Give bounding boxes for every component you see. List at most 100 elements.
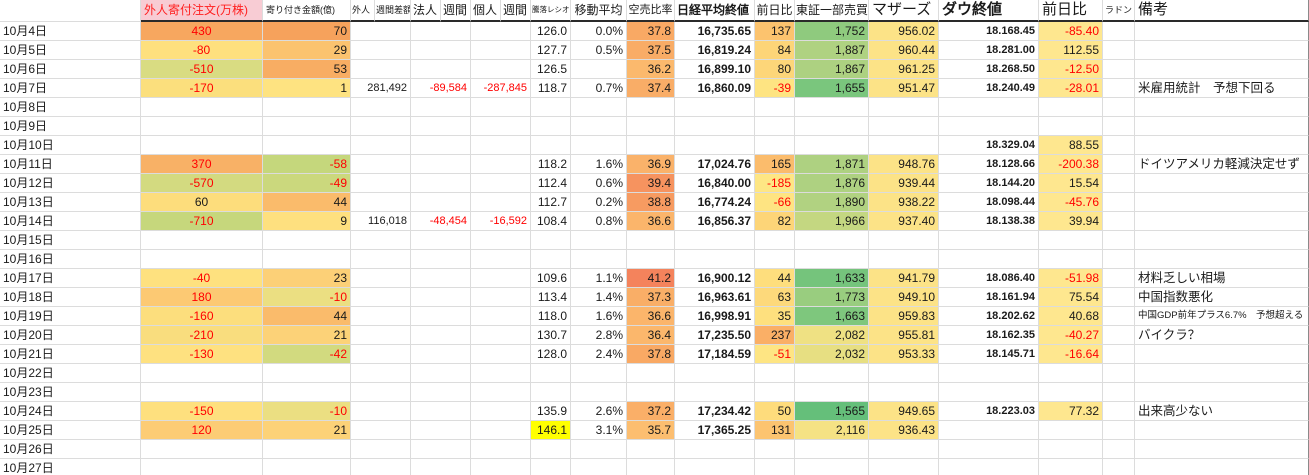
cell-weekly-foreign[interactable] <box>351 288 411 307</box>
cell-nikkei-change[interactable]: 50 <box>755 402 795 421</box>
cell-radon[interactable] <box>1103 193 1135 212</box>
cell-nikkei-close[interactable] <box>675 98 755 117</box>
cell-weekly-individual[interactable] <box>471 364 531 383</box>
cell-foreign-net[interactable] <box>141 117 263 136</box>
cell-nikkei-change[interactable] <box>755 364 795 383</box>
cell-weekly-foreign[interactable] <box>351 136 411 155</box>
cell-opening-amount[interactable]: 44 <box>263 307 351 326</box>
cell-opening-amount[interactable] <box>263 250 351 269</box>
cell-note[interactable] <box>1135 383 1309 402</box>
cell-nikkei-close[interactable]: 16,819.24 <box>675 41 755 60</box>
cell-foreign-net[interactable]: -130 <box>141 345 263 364</box>
cell-dow-change[interactable]: 77.32 <box>1039 402 1103 421</box>
cell-opening-amount[interactable] <box>263 136 351 155</box>
cell-opening-amount[interactable] <box>263 231 351 250</box>
cell-tse1-volume[interactable] <box>795 98 869 117</box>
cell-weekly-foreign[interactable] <box>351 117 411 136</box>
cell-nikkei-change[interactable]: 80 <box>755 60 795 79</box>
header-weekly-diff[interactable]: 週間差額 <box>375 0 411 22</box>
cell-foreign-net[interactable] <box>141 459 263 475</box>
cell-radon[interactable] <box>1103 459 1135 475</box>
cell-nikkei-close[interactable]: 16,998.91 <box>675 307 755 326</box>
cell-weekly-foreign[interactable] <box>351 421 411 440</box>
cell-dow-change[interactable]: 75.54 <box>1039 288 1103 307</box>
cell-weekly-individual[interactable] <box>471 440 531 459</box>
cell-weekly-corp[interactable] <box>411 288 471 307</box>
cell-note[interactable] <box>1135 136 1309 155</box>
cell-radon[interactable] <box>1103 402 1135 421</box>
cell-weekly-corp[interactable] <box>411 383 471 402</box>
cell-mothers[interactable] <box>869 459 939 475</box>
cell-date[interactable]: 10月22日 <box>0 364 141 383</box>
cell-nikkei-close[interactable]: 16,774.24 <box>675 193 755 212</box>
cell-moving-average[interactable] <box>571 440 627 459</box>
cell-weekly-corp[interactable] <box>411 98 471 117</box>
cell-note[interactable] <box>1135 193 1309 212</box>
cell-date[interactable]: 10月4日 <box>0 22 141 41</box>
cell-dow-close[interactable] <box>939 231 1039 250</box>
cell-opening-amount[interactable] <box>263 440 351 459</box>
cell-weekly-corp[interactable] <box>411 459 471 475</box>
cell-moving-average[interactable]: 2.8% <box>571 326 627 345</box>
cell-mothers[interactable] <box>869 440 939 459</box>
cell-weekly-corp[interactable] <box>411 41 471 60</box>
cell-nikkei-close[interactable]: 17,365.25 <box>675 421 755 440</box>
cell-weekly-foreign[interactable] <box>351 345 411 364</box>
cell-foreign-net[interactable]: 60 <box>141 193 263 212</box>
cell-tse1-volume[interactable]: 1,752 <box>795 22 869 41</box>
cell-nikkei-close[interactable]: 17,184.59 <box>675 345 755 364</box>
cell-foreign-net[interactable]: -80 <box>141 41 263 60</box>
cell-dow-change[interactable] <box>1039 459 1103 475</box>
cell-moving-average[interactable]: 0.5% <box>571 41 627 60</box>
cell-foreign-net[interactable]: 120 <box>141 421 263 440</box>
cell-weekly-corp[interactable] <box>411 402 471 421</box>
cell-date[interactable]: 10月9日 <box>0 117 141 136</box>
cell-tse1-volume[interactable]: 2,082 <box>795 326 869 345</box>
cell-radon[interactable] <box>1103 174 1135 193</box>
cell-dow-close[interactable]: 18.162.35 <box>939 326 1039 345</box>
cell-nikkei-change[interactable]: 237 <box>755 326 795 345</box>
cell-moving-average[interactable]: 1.6% <box>571 155 627 174</box>
cell-radon[interactable] <box>1103 326 1135 345</box>
cell-nikkei-change[interactable]: 63 <box>755 288 795 307</box>
cell-nikkei-close[interactable] <box>675 459 755 475</box>
cell-opening-amount[interactable] <box>263 459 351 475</box>
cell-moving-average[interactable] <box>571 98 627 117</box>
cell-short-ratio[interactable] <box>627 250 675 269</box>
cell-dow-close[interactable]: 18.145.71 <box>939 345 1039 364</box>
cell-short-ratio[interactable] <box>627 98 675 117</box>
cell-weekly-corp[interactable] <box>411 231 471 250</box>
header-weekly-foreign[interactable]: 外人 <box>351 0 375 22</box>
cell-mothers[interactable]: 938.22 <box>869 193 939 212</box>
cell-tse1-volume[interactable]: 1,565 <box>795 402 869 421</box>
cell-radon[interactable] <box>1103 345 1135 364</box>
cell-tse1-volume[interactable] <box>795 383 869 402</box>
cell-short-ratio[interactable]: 37.4 <box>627 79 675 98</box>
cell-mothers[interactable]: 949.65 <box>869 402 939 421</box>
cell-tse1-volume[interactable] <box>795 364 869 383</box>
cell-note[interactable] <box>1135 98 1309 117</box>
cell-weekly-foreign[interactable] <box>351 155 411 174</box>
cell-note[interactable] <box>1135 212 1309 231</box>
cell-dow-close[interactable]: 18.223.03 <box>939 402 1039 421</box>
cell-note[interactable] <box>1135 364 1309 383</box>
cell-weekly-foreign[interactable]: 281,492 <box>351 79 411 98</box>
cell-weekly-foreign[interactable] <box>351 402 411 421</box>
cell-radon[interactable] <box>1103 60 1135 79</box>
cell-foreign-net[interactable] <box>141 136 263 155</box>
cell-nikkei-change[interactable]: 131 <box>755 421 795 440</box>
cell-tse1-volume[interactable]: 1,663 <box>795 307 869 326</box>
cell-weekly-foreign[interactable] <box>351 250 411 269</box>
header-note[interactable]: 備考 <box>1135 0 1309 22</box>
cell-note[interactable] <box>1135 174 1309 193</box>
cell-updown-ratio[interactable]: 118.0 <box>531 307 571 326</box>
cell-short-ratio[interactable]: 37.5 <box>627 41 675 60</box>
cell-dow-change[interactable]: -40.27 <box>1039 326 1103 345</box>
cell-nikkei-close[interactable] <box>675 231 755 250</box>
cell-date[interactable]: 10月21日 <box>0 345 141 364</box>
cell-nikkei-close[interactable] <box>675 250 755 269</box>
cell-foreign-net[interactable] <box>141 231 263 250</box>
cell-weekly-foreign[interactable] <box>351 269 411 288</box>
cell-note[interactable] <box>1135 440 1309 459</box>
cell-moving-average[interactable]: 1.4% <box>571 288 627 307</box>
